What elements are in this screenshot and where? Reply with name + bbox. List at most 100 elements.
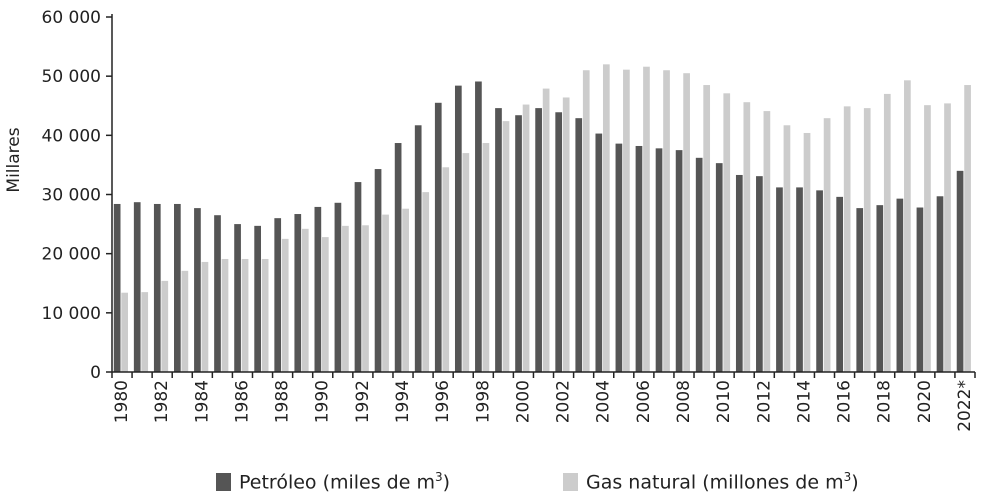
bar-gas-1996 — [442, 167, 450, 372]
x-tick-label: 1988 — [273, 380, 293, 423]
bar-petroleo-1985 — [214, 215, 221, 372]
x-tick-label: 2018 — [875, 380, 895, 423]
bar-petroleo-2021 — [936, 196, 944, 372]
bar-gas-1986 — [241, 258, 249, 372]
x-tick-label: 2006 — [634, 380, 654, 423]
bar-petroleo-1980 — [113, 203, 121, 372]
y-tick-label: 20 000 — [42, 245, 101, 265]
legend-swatch-petroleo — [216, 472, 231, 491]
x-tick-label: 1984 — [192, 380, 212, 423]
bar-gas-1990 — [321, 237, 329, 372]
bar-gas-2016 — [843, 106, 851, 372]
bar-gas-1993 — [382, 214, 389, 372]
bar-gas-2005 — [623, 69, 630, 373]
bar-petroleo-2003 — [575, 118, 583, 372]
x-tick-label: 1980 — [112, 380, 132, 423]
bar-gas-2018 — [883, 93, 891, 373]
x-tick-label: 2000 — [513, 380, 533, 423]
bar-petroleo-2020 — [916, 207, 924, 372]
bar-gas-2019 — [904, 80, 911, 372]
bar-petroleo-1992 — [354, 182, 362, 372]
bar-petroleo-2012 — [756, 176, 763, 372]
bar-petroleo-2018 — [876, 205, 884, 372]
bar-gas-1991 — [342, 225, 349, 372]
x-tick-label: 2016 — [835, 380, 855, 423]
bar-petroleo-2017 — [856, 208, 864, 372]
bar-gas-2020 — [924, 105, 931, 373]
x-tick-label: 2020 — [915, 380, 935, 423]
bar-gas-1999 — [502, 121, 510, 372]
x-tick-label: 1992 — [353, 380, 373, 423]
bar-gas-2013 — [783, 125, 791, 373]
bar-petroleo-1996 — [434, 102, 442, 373]
bar-petroleo-2004 — [595, 133, 603, 372]
bars — [113, 64, 971, 373]
y-axis-label: Millares — [4, 127, 24, 192]
bar-petroleo-2001 — [535, 108, 542, 372]
bar-gas-2012 — [763, 111, 771, 372]
legend-label-petroleo: Petróleo (miles de m3) — [239, 470, 451, 494]
bar-petroleo-2011 — [735, 174, 743, 372]
bar-petroleo-1994 — [394, 143, 402, 372]
bar-petroleo-1981 — [133, 202, 141, 372]
bar-gas-1997 — [462, 153, 470, 372]
x-tick-label: 2008 — [674, 380, 694, 423]
bar-petroleo-1984 — [194, 208, 201, 372]
bar-gas-2010 — [723, 93, 731, 372]
bar-petroleo-1993 — [374, 169, 382, 372]
bar-petroleo-1988 — [274, 218, 282, 372]
y-tick-label: 60 000 — [42, 8, 101, 28]
y-tick-label: 50 000 — [42, 67, 101, 87]
bar-gas-1984 — [201, 261, 209, 372]
x-tick-label: 2022* — [955, 380, 975, 432]
bar-gas-1994 — [402, 208, 409, 372]
x-tick-label: 1986 — [232, 380, 252, 423]
bar-petroleo-1987 — [254, 225, 261, 372]
x-tick-label: 1998 — [473, 380, 493, 423]
bar-petroleo-2019 — [896, 198, 904, 372]
bar-petroleo-2014 — [796, 187, 803, 372]
bar-gas-2008 — [683, 73, 690, 372]
x-tick-label: 1990 — [313, 380, 333, 423]
bar-gas-2001 — [542, 88, 550, 372]
bar-gas-1998 — [482, 143, 490, 372]
bar-gas-2014 — [803, 132, 811, 372]
bar-petroleo-2002 — [555, 112, 563, 372]
bar-petroleo-2009 — [695, 157, 703, 372]
x-tick-label: 2012 — [754, 380, 774, 423]
bar-gas-1983 — [181, 270, 189, 372]
bar-petroleo-2016 — [836, 196, 844, 372]
bar-gas-2000 — [522, 104, 530, 373]
y-tick-label: 40 000 — [42, 126, 101, 146]
bar-gas-2003 — [582, 70, 590, 372]
bar-petroleo-1983 — [174, 203, 181, 372]
legend: Petróleo (miles de m3) Gas natural (mill… — [0, 470, 981, 500]
legend-item-petroleo: Petróleo (miles de m3) — [216, 470, 450, 493]
x-tick-label: 2004 — [594, 380, 614, 423]
legend-item-gas: Gas natural (millones de m3) — [563, 470, 859, 493]
bar-gas-2011 — [743, 102, 751, 372]
bar-petroleo-1999 — [495, 108, 502, 372]
x-tick-label: 1982 — [152, 380, 172, 423]
bar-gas-1992 — [362, 225, 369, 372]
bar-petroleo-2000 — [515, 115, 522, 372]
bar-petroleo-1989 — [294, 214, 302, 372]
bar-petroleo-2013 — [776, 187, 783, 372]
bar-gas-2015 — [823, 118, 831, 372]
legend-swatch-gas — [563, 472, 578, 491]
bar-petroleo-2015 — [816, 190, 823, 372]
bar-petroleo-2008 — [675, 150, 683, 372]
x-tick-label: 1996 — [433, 380, 453, 423]
bar-petroleo-1995 — [414, 125, 422, 373]
x-tick-label: 1994 — [393, 380, 413, 423]
bar-gas-2022* — [964, 85, 971, 373]
bar-chart: Millares 0 10 000 20 000 30 000 40 000 50 000… — [4, 8, 976, 432]
bar-gas-1981 — [141, 292, 149, 372]
y-tick-label: 0 — [90, 363, 101, 383]
bar-petroleo-2005 — [615, 143, 623, 372]
bar-petroleo-1997 — [454, 85, 462, 372]
bar-petroleo-2006 — [635, 145, 643, 372]
y-axis: 0 10 000 20 000 30 000 40 000 50 000 60 000 — [42, 8, 113, 383]
y-tick-label: 10 000 — [42, 304, 101, 324]
bar-petroleo-2022* — [956, 170, 964, 372]
